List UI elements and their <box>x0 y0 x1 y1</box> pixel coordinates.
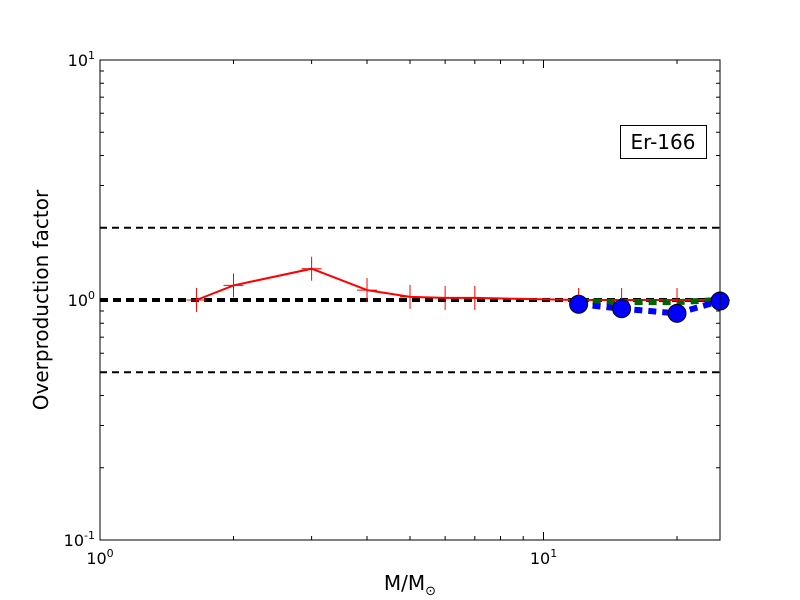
x-tick-label: 100 <box>86 547 113 568</box>
annotation-label: Er-166 <box>631 130 696 154</box>
data-point-plus <box>464 285 485 310</box>
x-axis-label-subscript: ⊙ <box>425 584 436 599</box>
y-axis-label: Overproduction factor <box>29 189 53 410</box>
x-axis-label: M/M⊙ <box>384 571 436 599</box>
y-tick-label-base: 10 <box>68 291 88 310</box>
series-line-2 <box>578 298 720 317</box>
y-tick-label: 101 <box>68 49 95 70</box>
data-point-plus <box>435 285 456 310</box>
plot-frame <box>99 59 721 541</box>
data-point-plus <box>400 284 420 309</box>
x-tick-label-base: 10 <box>86 549 106 568</box>
data-point-plus <box>357 278 378 303</box>
markers-layer <box>186 256 730 323</box>
data-point-plus <box>301 256 322 281</box>
data-point-plus <box>223 273 244 298</box>
y-tick-label-base: 10 <box>68 51 88 70</box>
x-tick-label-exponent: 1 <box>550 547 557 560</box>
data-point-circle <box>569 294 589 314</box>
y-tick-label-base: 10 <box>64 531 84 550</box>
y-tick-label: 10-1 <box>64 529 95 550</box>
x-tick-label: 101 <box>530 547 557 568</box>
x-axis-label-main: M/M <box>384 571 425 595</box>
y-tick-label: 100 <box>68 289 95 310</box>
y-tick-label-exponent: 1 <box>88 49 95 62</box>
y-tick-label-exponent: 0 <box>88 289 95 302</box>
data-point-plus <box>186 288 207 312</box>
data-point-circle <box>667 303 687 323</box>
data-point-circle <box>612 299 632 319</box>
x-tick-label-exponent: 0 <box>107 547 114 560</box>
y-tick-label-exponent: -1 <box>84 529 95 542</box>
annotation-box <box>620 125 707 159</box>
x-tick-label-base: 10 <box>530 549 550 568</box>
series-line-1 <box>578 297 720 306</box>
